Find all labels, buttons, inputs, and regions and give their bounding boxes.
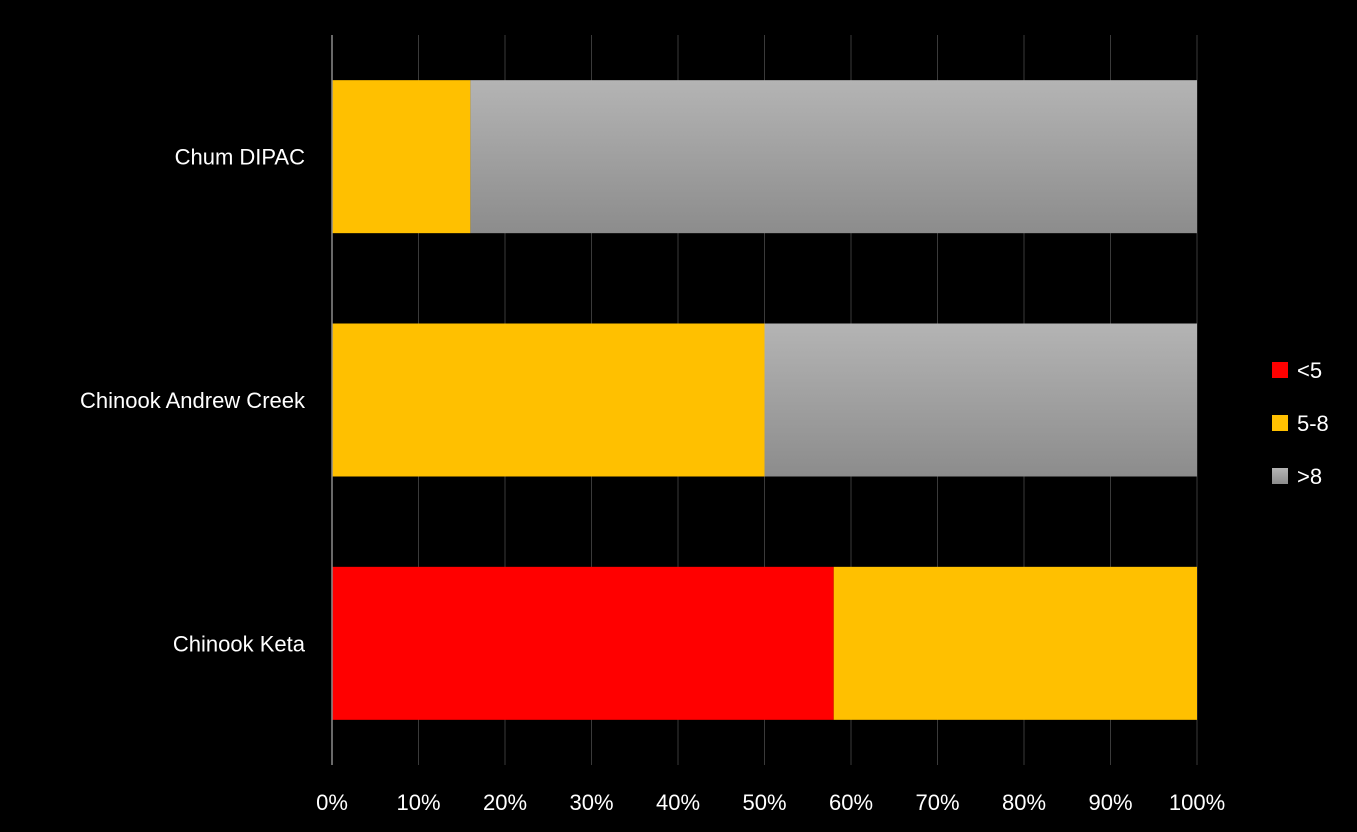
x-tick-label: 0% [316, 790, 348, 815]
bar-segment-1-1 [332, 566, 834, 720]
axes: 0% 10% 20% 30% 40% 50% 60% 70% 80% 90% 100% Chinook… [80, 35, 1225, 815]
category-label: Chum DIPAC [175, 145, 306, 170]
bar-segment-3-3 [470, 80, 1197, 234]
category-label: Chinook Andrew Creek [80, 388, 306, 413]
bar-segment-3-2 [332, 80, 471, 234]
legend-swatch-1 [1272, 362, 1288, 378]
bar-segment-1-2 [833, 566, 1197, 720]
bar-segment-2-3 [764, 323, 1197, 477]
legend-label: 5-8 [1297, 411, 1329, 436]
category-label: Chinook Keta [173, 631, 306, 656]
legend-swatch-3 [1272, 468, 1288, 484]
x-tick-label: 10% [396, 790, 440, 815]
legend-label: >8 [1297, 464, 1322, 489]
x-tick-label: 30% [569, 790, 613, 815]
x-tick-label: 60% [829, 790, 873, 815]
x-tick-label: 90% [1088, 790, 1132, 815]
legend-swatch-2 [1272, 415, 1288, 431]
x-tick-label: 70% [915, 790, 959, 815]
x-tick-label: 20% [483, 790, 527, 815]
x-tick-label: 50% [742, 790, 786, 815]
bar-segment-2-2 [332, 323, 765, 477]
x-tick-label: 100% [1169, 790, 1225, 815]
legend: <5 5-8 >8 [1272, 358, 1329, 489]
x-tick-label: 40% [656, 790, 700, 815]
bars [332, 80, 1197, 720]
x-tick-label: 80% [1002, 790, 1046, 815]
legend-label: <5 [1297, 358, 1322, 383]
